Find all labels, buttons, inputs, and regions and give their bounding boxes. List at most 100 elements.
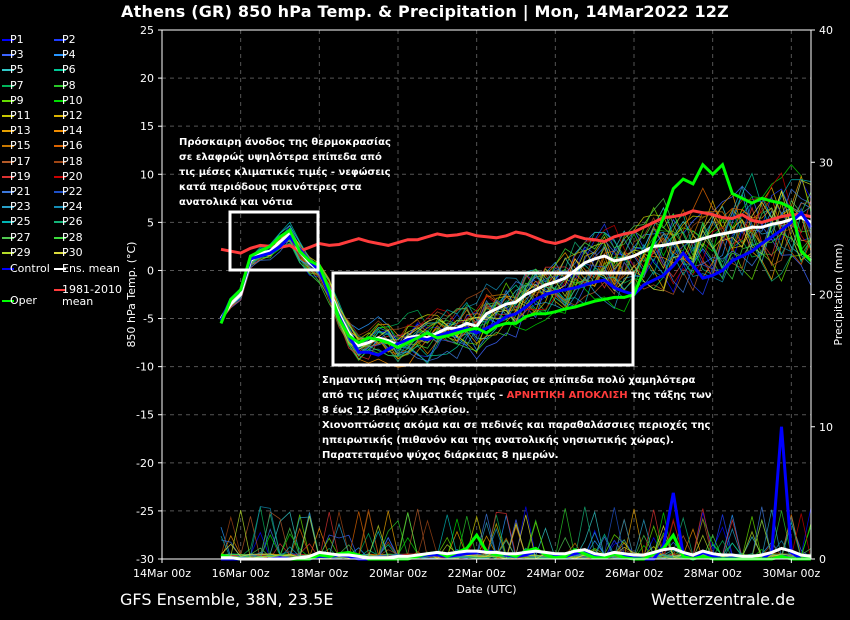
- y-tick-label: -30: [136, 553, 154, 566]
- x-tick-label: 26Mar 00z: [605, 567, 663, 580]
- y2-tick-label: 30: [819, 156, 833, 169]
- legend-swatch: [2, 130, 14, 133]
- y2-axis-label: Precipitation (mm): [832, 243, 845, 345]
- legend-label: P17: [10, 154, 31, 168]
- legend-label: P13: [10, 124, 31, 138]
- y2-tick-label: 0: [819, 553, 826, 566]
- legend-label: P18: [62, 154, 83, 168]
- legend-swatch: [2, 268, 14, 270]
- y2-tick-label: 40: [819, 24, 833, 37]
- legend-swatch: [2, 145, 14, 148]
- member-precip-p25: [220, 514, 812, 560]
- legend-swatch: [54, 221, 66, 224]
- legend-swatch: [54, 39, 66, 41]
- legend-swatch: [54, 206, 66, 209]
- x-tick-label: 14Mar 00z: [133, 567, 191, 580]
- annotation-cold-spell: Σημαντική πτώση της θερμοκρασίας σε επίπ…: [322, 373, 712, 463]
- legend-label: P12: [62, 109, 83, 122]
- annotation-line: Σημαντική πτώση της θερμοκρασίας σε επίπ…: [322, 375, 696, 386]
- legend-swatch: [54, 115, 66, 117]
- legend-label: P22: [62, 185, 83, 198]
- legend-swatch: [54, 160, 66, 163]
- legend-swatch: [54, 175, 66, 178]
- y-tick-label: -10: [136, 361, 154, 374]
- legend-label: P19: [10, 169, 31, 183]
- legend-label: 1981-2010 mean: [62, 283, 122, 309]
- y-tick-label: 5: [147, 216, 154, 229]
- legend-swatch: [2, 236, 14, 239]
- y-tick-label: 10: [140, 168, 154, 181]
- legend-label: P14: [62, 124, 83, 138]
- legend-swatch: [2, 69, 14, 72]
- y-tick-label: -5: [143, 313, 154, 326]
- y-tick-label: 20: [140, 72, 154, 85]
- legend-swatch: [2, 54, 14, 57]
- legend-label: P24: [62, 200, 83, 214]
- y2-tick-label: 10: [819, 421, 833, 434]
- legend-swatch: [2, 160, 14, 163]
- main-series-lines: [219, 161, 813, 561]
- legend-swatch: [54, 69, 66, 72]
- legend-label: P2: [62, 33, 76, 46]
- legend-label: P5: [10, 63, 24, 77]
- x-tick-label: 30Mar 00z: [762, 567, 820, 580]
- footer-site-name: Wetterzentrale.de: [651, 590, 796, 609]
- legend-swatch: [2, 221, 14, 224]
- x-tick-label: 20Mar 00z: [369, 567, 427, 580]
- y-tick-label: -20: [136, 457, 154, 470]
- legend-swatch: [54, 99, 66, 102]
- annotation-line: Πρόσκαιρη άνοδος της θερμοκρασίας: [179, 137, 391, 148]
- legend-label: P21: [10, 185, 31, 198]
- annotation-line: σε ελαφρώς υψηλότερα επίπεδα από: [179, 152, 382, 163]
- annotation-line: 8 έως 12 βαθμών Κελσίου.: [322, 405, 470, 416]
- legend: P1 P2 P3 P4 P5 P6 P7 P8 P9 P10 P11 P12 P13 P14 P15 P16 P…: [0, 30, 130, 320]
- legend-swatch: [2, 300, 14, 303]
- x-tick-label: 18Mar 00z: [290, 567, 348, 580]
- legend-label: P28: [62, 230, 83, 244]
- legend-swatch: [54, 130, 66, 133]
- legend-swatch: [2, 115, 14, 117]
- legend-label: P10: [62, 93, 83, 107]
- annotation-line: ηπειρωτικής (πιθανόν και της ανατολικής …: [322, 435, 674, 446]
- legend-label: P11: [10, 109, 31, 122]
- legend-label: P7: [10, 78, 24, 92]
- y-axis-label: 850 hPa Temp. (°C): [125, 242, 138, 348]
- legend-swatch: [2, 99, 14, 102]
- legend-swatch: [2, 191, 14, 193]
- ensemble-member-lines: [220, 163, 812, 560]
- legend-swatch: [54, 236, 66, 239]
- legend-swatch: [54, 145, 66, 148]
- legend-swatch: [2, 206, 14, 209]
- x-tick-label: 16Mar 00z: [212, 567, 270, 580]
- legend-label: P6: [62, 63, 76, 77]
- legend-label: P1: [10, 33, 24, 46]
- chart-title: Athens (GR) 850 hPa Temp. & Precipitatio…: [121, 2, 729, 21]
- legend-label: P8: [62, 78, 76, 92]
- member-precip-p9: [220, 512, 812, 560]
- legend-swatch: [2, 39, 14, 41]
- annotation-warning-text: ΑΡΝΗΤΙΚΗ ΑΠΟΚΛΙΣΗ: [506, 390, 628, 401]
- y-tick-label: -25: [136, 505, 154, 518]
- y-tick-label: 15: [140, 120, 154, 133]
- legend-label: P15: [10, 139, 31, 153]
- legend-label: Oper: [10, 294, 37, 308]
- annotation-line: ανατολικά και νότια: [179, 197, 293, 208]
- annotation-boxes: [228, 210, 635, 367]
- highlight-box-cold: [331, 271, 635, 367]
- y-tick-label: 0: [147, 264, 154, 277]
- legend-label: P23: [10, 200, 31, 214]
- member-line-p19: [220, 199, 812, 360]
- legend-label: Control: [10, 262, 50, 275]
- legend-swatch: [54, 268, 66, 270]
- annotation-line: κατά περιόδους πυκνότερες στα: [179, 182, 362, 193]
- annotation-text: της τάξης των: [627, 390, 712, 401]
- x-tick-label: 28Mar 00z: [684, 567, 742, 580]
- legend-swatch: [2, 175, 14, 178]
- member-precip-p5: [220, 510, 812, 560]
- legend-label: P16: [62, 139, 83, 153]
- annotation-line: τις μέσες κλιματικές τιμές - νεφώσεις: [179, 167, 391, 178]
- precip-line-ens-mean: [221, 546, 812, 561]
- legend-label: P9: [10, 93, 24, 107]
- y2-tick-label: 20: [819, 289, 833, 302]
